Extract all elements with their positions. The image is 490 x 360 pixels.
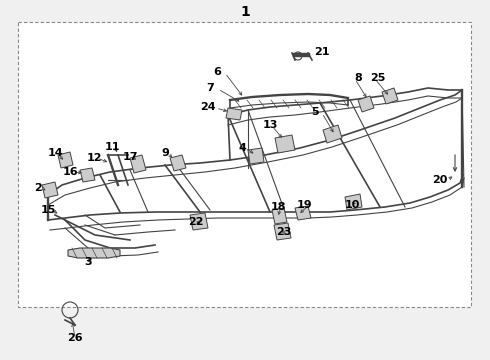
Text: 22: 22 — [188, 217, 204, 227]
Polygon shape — [323, 125, 342, 143]
Polygon shape — [345, 194, 362, 210]
Text: 3: 3 — [84, 257, 92, 267]
Text: 8: 8 — [354, 73, 362, 83]
Polygon shape — [42, 182, 58, 198]
Text: 17: 17 — [122, 152, 138, 162]
Polygon shape — [248, 148, 264, 164]
Polygon shape — [274, 223, 291, 240]
Polygon shape — [170, 155, 186, 171]
Text: 6: 6 — [213, 67, 221, 77]
Text: 12: 12 — [86, 153, 102, 163]
Text: 13: 13 — [262, 120, 278, 130]
Text: 15: 15 — [40, 205, 56, 215]
Text: 18: 18 — [270, 202, 286, 212]
Polygon shape — [58, 152, 73, 168]
Text: 16: 16 — [62, 167, 78, 177]
Text: 26: 26 — [67, 333, 83, 343]
Polygon shape — [226, 108, 242, 120]
Text: 9: 9 — [161, 148, 169, 158]
Polygon shape — [68, 248, 120, 258]
Polygon shape — [358, 96, 374, 112]
Text: 5: 5 — [311, 107, 319, 117]
Text: 14: 14 — [47, 148, 63, 158]
Polygon shape — [190, 213, 208, 230]
Text: 11: 11 — [104, 142, 120, 152]
Bar — [18, 22, 471, 307]
Polygon shape — [80, 168, 95, 182]
Text: 10: 10 — [344, 200, 360, 210]
Text: 4: 4 — [238, 143, 246, 153]
Polygon shape — [295, 206, 311, 220]
Text: 2: 2 — [34, 183, 42, 193]
Polygon shape — [130, 155, 146, 173]
Polygon shape — [272, 208, 287, 224]
Text: 20: 20 — [432, 175, 448, 185]
Text: 25: 25 — [370, 73, 386, 83]
Polygon shape — [275, 135, 295, 153]
Text: 7: 7 — [206, 83, 214, 93]
Text: 1: 1 — [240, 5, 250, 19]
Text: 23: 23 — [276, 227, 292, 237]
Text: 24: 24 — [200, 102, 216, 112]
Text: 19: 19 — [297, 200, 313, 210]
Text: 21: 21 — [314, 47, 330, 57]
Polygon shape — [382, 88, 398, 104]
